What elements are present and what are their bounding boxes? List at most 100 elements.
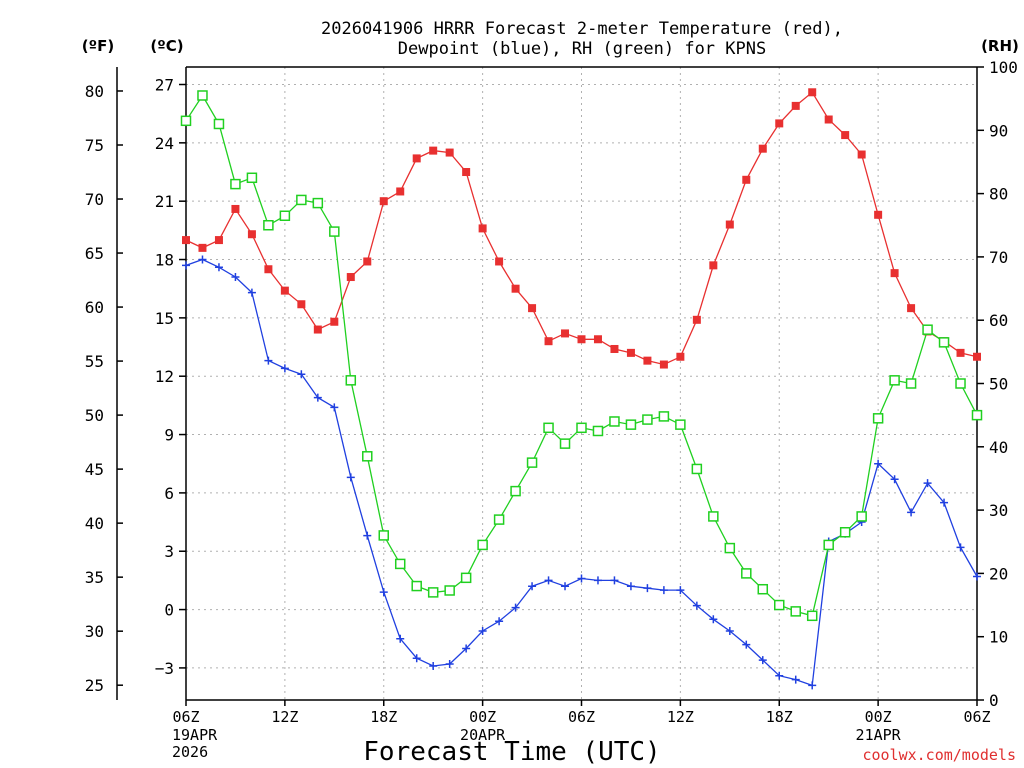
- fahrenheit-tick-label: 60: [85, 298, 104, 317]
- data-point: [230, 178, 241, 190]
- rh-tick-label: 90: [989, 121, 1008, 140]
- x-tick-label: 18Z: [766, 708, 793, 726]
- data-point: [495, 257, 504, 266]
- data-point: [231, 204, 240, 213]
- rh-tick-label: 60: [989, 311, 1008, 330]
- data-point: [363, 531, 372, 540]
- data-point: [362, 451, 373, 462]
- data-point: [427, 587, 439, 598]
- data-point: [180, 115, 192, 127]
- fahrenheit-tick-label: 35: [85, 568, 104, 587]
- data-point: [577, 574, 586, 583]
- data-point: [346, 273, 355, 282]
- data-point: [246, 172, 258, 184]
- chart-title-line2: Dewpoint (blue), RH (green) for KPNS: [398, 39, 766, 59]
- rh-tick-label: 0: [989, 691, 999, 710]
- fahrenheit-tick-label: 25: [85, 676, 104, 695]
- data-point: [346, 473, 355, 482]
- x-axis-label: Forecast Time (UTC): [363, 737, 660, 767]
- chart-title-line1: 2026041906 HRRR Forecast 2-meter Tempera…: [321, 19, 843, 39]
- data-point: [577, 335, 586, 344]
- data-point: [592, 425, 604, 437]
- data-point: [197, 90, 208, 101]
- data-point: [626, 582, 635, 591]
- data-point: [742, 640, 751, 649]
- data-point: [477, 539, 488, 551]
- x-year-label: 2026: [172, 743, 208, 761]
- data-point: [412, 154, 421, 163]
- data-point: [345, 375, 357, 386]
- data-point: [297, 300, 306, 309]
- data-point: [806, 610, 818, 622]
- celsius-tick-label: 0: [164, 601, 174, 620]
- data-point: [775, 671, 784, 680]
- data-point: [396, 634, 405, 643]
- data-point: [445, 148, 454, 157]
- fahrenheit-tick-label: 80: [85, 82, 104, 101]
- data-point: [264, 265, 273, 274]
- data-series: [180, 88, 983, 690]
- credit-label: coolwx.com/models: [862, 746, 1016, 764]
- data-point: [279, 210, 291, 222]
- data-point: [263, 220, 274, 231]
- data-point: [379, 588, 388, 597]
- data-point: [543, 422, 554, 434]
- data-point: [691, 463, 703, 475]
- data-point: [329, 226, 340, 237]
- data-point: [478, 626, 487, 635]
- data-point: [511, 603, 520, 612]
- data-point: [561, 329, 570, 338]
- data-point: [198, 243, 207, 252]
- data-point: [905, 378, 917, 389]
- data-point: [790, 606, 801, 617]
- data-point: [378, 530, 389, 541]
- rh-tick-label: 70: [989, 248, 1008, 267]
- data-point: [610, 344, 619, 353]
- data-point: [379, 197, 388, 206]
- rh-tick-label: 30: [989, 501, 1008, 520]
- series-line: [185, 258, 978, 687]
- data-point: [363, 257, 372, 266]
- celsius-tick-label: −3: [155, 659, 174, 678]
- x-tick-label: 12Z: [667, 708, 694, 726]
- data-point: [659, 360, 668, 369]
- data-point: [890, 475, 899, 484]
- data-point: [808, 681, 817, 690]
- data-point: [923, 479, 932, 488]
- data-point: [940, 498, 949, 507]
- data-point: [757, 583, 769, 595]
- data-point: [890, 269, 899, 278]
- data-point: [280, 286, 289, 295]
- data-point: [526, 457, 538, 468]
- data-point: [874, 210, 883, 219]
- data-point: [973, 572, 981, 581]
- data-point: [742, 175, 751, 184]
- data-point: [429, 146, 438, 155]
- data-point: [643, 584, 652, 593]
- data-point: [313, 393, 322, 402]
- data-point: [312, 197, 324, 209]
- data-point: [922, 324, 933, 335]
- x-tick-label: 00Z: [865, 708, 892, 726]
- data-point: [907, 304, 916, 313]
- data-point: [774, 599, 785, 611]
- data-point: [182, 236, 190, 245]
- data-point: [231, 273, 240, 282]
- fahrenheit-tick-label: 50: [85, 406, 104, 425]
- data-point: [857, 150, 866, 159]
- data-point: [725, 220, 734, 229]
- celsius-tick-label: 9: [164, 426, 174, 445]
- data-point: [709, 261, 718, 270]
- data-point: [676, 586, 685, 595]
- data-point: [692, 315, 701, 324]
- data-point: [841, 131, 850, 140]
- x-date-label: 20APR: [460, 726, 506, 744]
- celsius-tick-label: 27: [155, 76, 174, 95]
- data-point: [973, 352, 981, 361]
- axes: [116, 66, 978, 701]
- celsius-unit-label: (ºC): [150, 37, 183, 55]
- data-point: [610, 576, 619, 585]
- fahrenheit-tick-label: 40: [85, 514, 104, 533]
